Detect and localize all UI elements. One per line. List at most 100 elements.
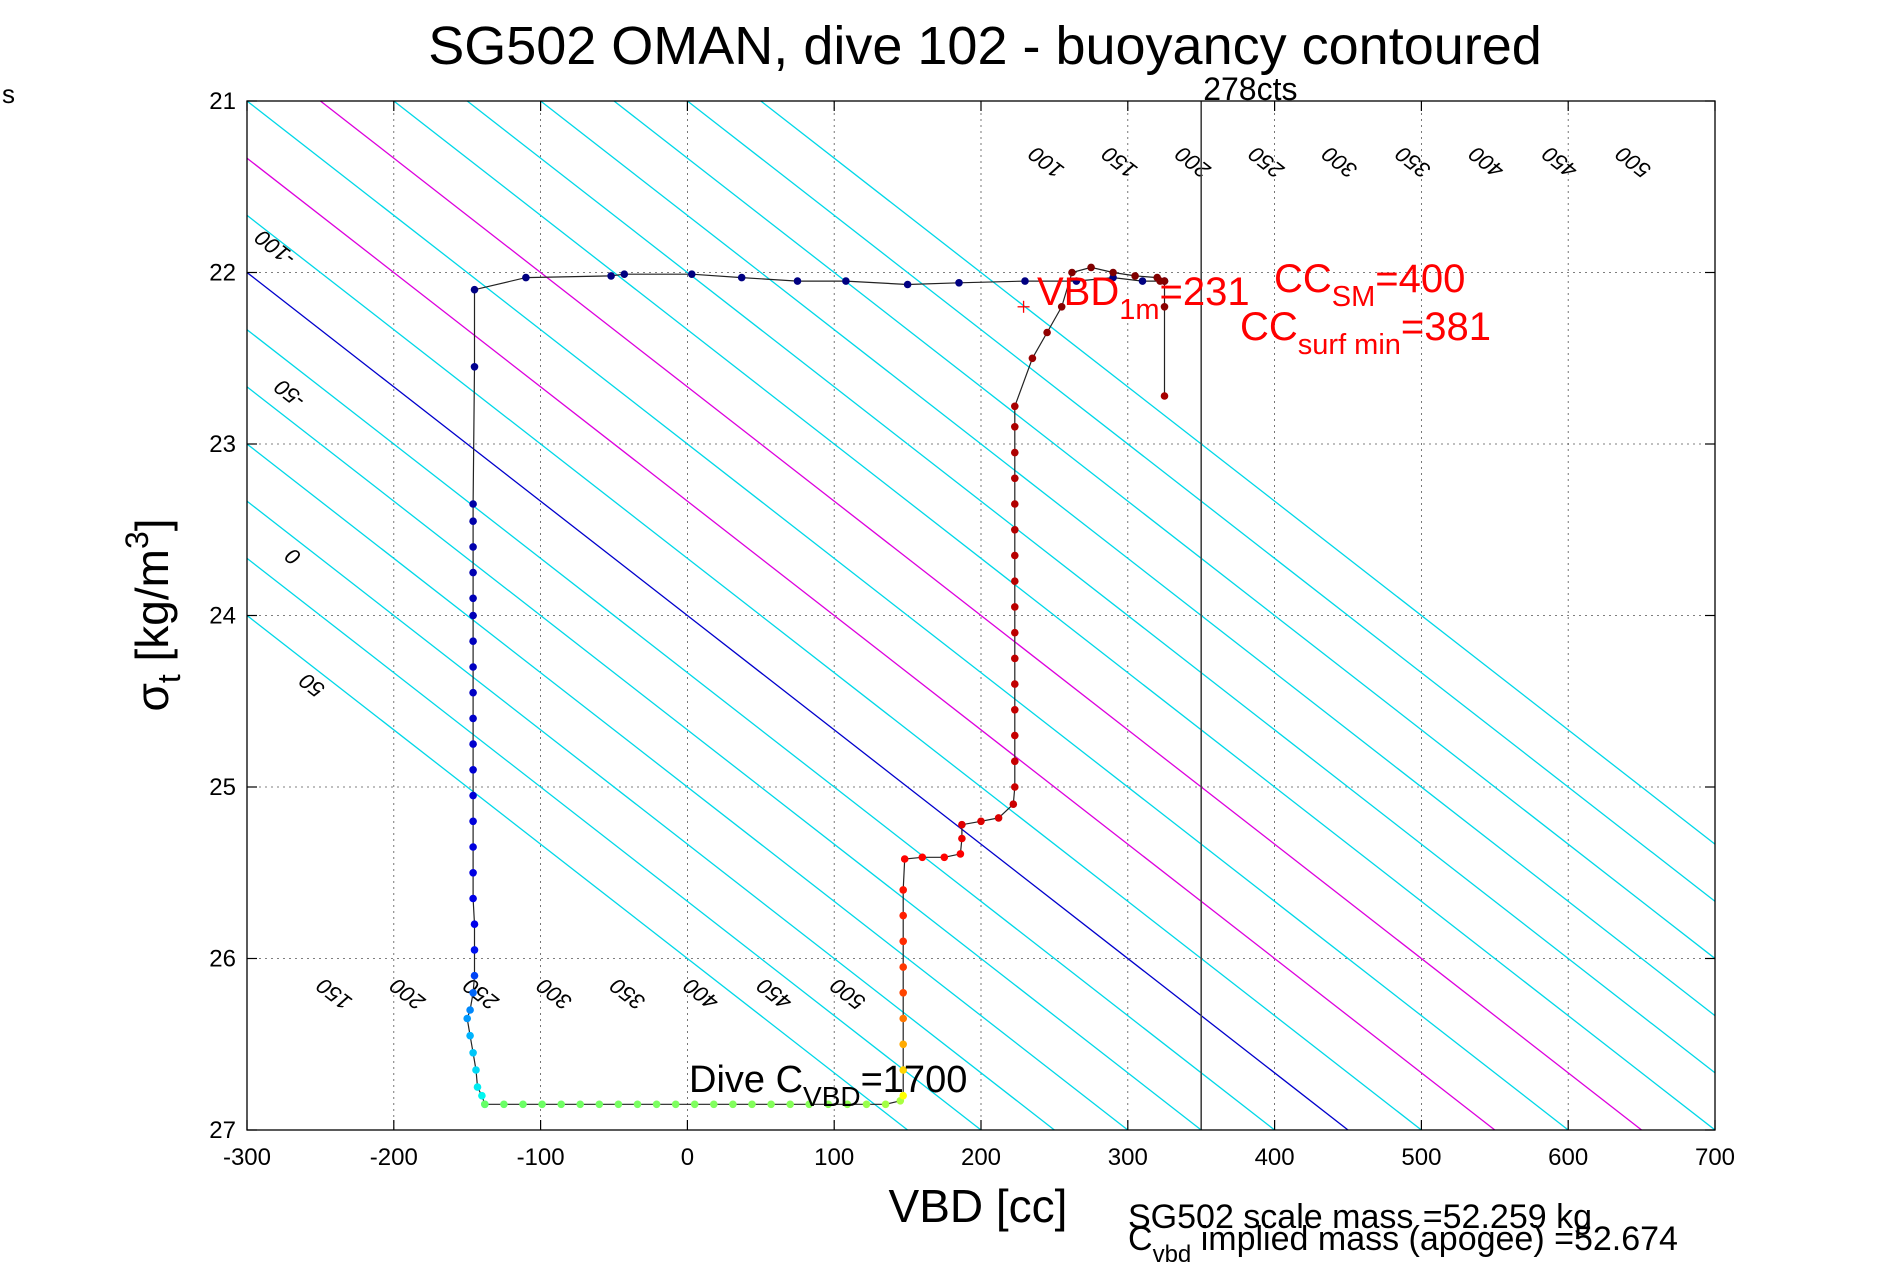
x-axis-label: VBD [cc] <box>889 1180 1068 1232</box>
data-point-bottom <box>519 1100 527 1109</box>
data-point-climb <box>940 853 949 862</box>
data-point-climb <box>1057 303 1066 311</box>
trajectory-line-climb <box>902 266 1166 1096</box>
data-point-dive <box>466 1031 474 1040</box>
data-point-climb <box>1109 268 1117 277</box>
vbd-1m-value: =231 <box>1160 270 1250 314</box>
data-point-climb <box>1043 328 1051 337</box>
data-point-dive <box>469 568 477 577</box>
data-point-dive <box>688 270 696 279</box>
x-tick-label: 500 <box>1401 1144 1441 1171</box>
contour-line <box>247 328 1275 1130</box>
data-point-bottom <box>614 1100 623 1109</box>
data-point-bottom <box>557 1100 565 1109</box>
x-tick-label: -300 <box>223 1144 271 1171</box>
data-point-climb <box>1011 448 1019 457</box>
data-point-bottom <box>881 1100 890 1109</box>
y-axis-label-sigma: σ <box>126 683 178 711</box>
annotation-dive-cvbd: Dive CVBD=1700 <box>689 1059 967 1112</box>
data-point-dive <box>470 363 479 371</box>
cc-sm-value: =400 <box>1375 257 1465 301</box>
data-point-climb <box>958 834 966 843</box>
dive-cvbd-label: Dive C <box>689 1059 803 1101</box>
data-point-climb <box>1028 354 1037 363</box>
data-point-dive <box>469 791 477 800</box>
x-tick-label: 100 <box>814 1144 854 1171</box>
data-point-bottom <box>748 1100 756 1109</box>
data-point-climb <box>1068 268 1076 277</box>
data-point-climb <box>900 855 909 863</box>
data-point-dive <box>522 273 530 282</box>
data-point-dive <box>1138 277 1147 285</box>
data-point-bottom <box>652 1100 661 1109</box>
data-point-climb <box>899 963 907 971</box>
vbd-1m-label: VBD <box>1037 270 1119 314</box>
data-point-climb <box>1011 706 1019 714</box>
data-point-dive <box>469 637 477 645</box>
y-axis-label-sup: 3 <box>119 531 155 549</box>
data-point-climb <box>1011 402 1019 411</box>
data-point-dive <box>470 971 479 980</box>
data-point-climb <box>899 886 907 894</box>
cc-sm-sub: SM <box>1332 281 1376 313</box>
data-point-climb <box>1087 263 1095 272</box>
dive-cvbd-value: =1700 <box>861 1059 968 1101</box>
annotation-cc-sm: CCSM=400 <box>1274 257 1465 313</box>
data-point-climb <box>1011 423 1019 431</box>
data-point-bottom <box>690 1100 699 1109</box>
data-point-climb <box>1011 628 1019 637</box>
data-point-climb <box>958 820 966 829</box>
data-point-climb <box>1011 551 1019 560</box>
contour-line <box>320 101 1642 1130</box>
contour-line <box>247 443 1129 1130</box>
data-point-bottom <box>500 1100 508 1109</box>
chart-title: SG502 OMAN, dive 102 - buoyancy contoure… <box>428 16 1542 76</box>
cc-surf-label: CC <box>1240 305 1298 349</box>
svg-text:CCsurf min=381: CCsurf min=381 <box>1240 305 1491 361</box>
data-point-dive <box>469 989 477 997</box>
y-tick-label: 26 <box>209 946 236 973</box>
data-point-climb <box>1160 392 1169 400</box>
x-tick-label: 0 <box>681 1144 694 1171</box>
data-point-dive <box>469 869 477 877</box>
contour-line <box>247 500 1055 1130</box>
scale-mass-text: SG502 scale mass =52.259 kg <box>1128 1198 1592 1236</box>
svg-text:Dive CVBD=1700: Dive CVBD=1700 <box>689 1059 967 1112</box>
contour-line <box>247 386 1202 1130</box>
data-point-dive <box>469 517 477 525</box>
data-point-bottom <box>576 1100 584 1109</box>
data-point-dive <box>470 946 479 954</box>
data-point-dive <box>469 843 477 851</box>
data-point-dive <box>1021 277 1029 285</box>
data-point-climb <box>1011 500 1019 508</box>
data-point-dive <box>472 1066 480 1074</box>
data-point-dive <box>469 766 477 774</box>
cc-surf-value: =381 <box>1401 305 1491 349</box>
data-point-dive <box>469 543 477 551</box>
cc-surf-sub: surf min <box>1298 329 1401 361</box>
svg-text:VBD1m=231: VBD1m=231 <box>1037 270 1250 326</box>
data-point-climb <box>899 1040 907 1049</box>
svg-text:CCSM=400: CCSM=400 <box>1274 257 1465 313</box>
dive-cvbd-sub: VBD <box>803 1081 861 1112</box>
data-point-dive <box>469 740 477 748</box>
y-tick-label: 25 <box>209 774 236 801</box>
y-tick-labels: 21 22 23 24 25 26 27 <box>209 88 236 1144</box>
implied-mass-prefix: C <box>1128 1220 1153 1258</box>
data-point-dive <box>470 285 479 294</box>
contour-line <box>247 271 1349 1130</box>
axis-ticks <box>246 100 1716 1131</box>
x-tick-label: 200 <box>961 1144 1001 1171</box>
data-point-dive <box>478 1091 486 1100</box>
data-point-climb <box>1131 272 1139 280</box>
annotation-cc-surf-min: CCsurf min=381 <box>1240 305 1491 361</box>
data-point-bottom <box>862 1100 871 1109</box>
data-point-bottom <box>767 1100 775 1109</box>
vbd-1m-sub: 1m <box>1119 294 1159 326</box>
x-tick-label: 700 <box>1695 1144 1735 1171</box>
data-point-climb <box>899 1014 907 1023</box>
data-point-climb <box>899 989 907 997</box>
data-point-bottom <box>843 1100 852 1109</box>
data-point-dive <box>842 277 850 285</box>
data-point-dive <box>955 279 963 287</box>
